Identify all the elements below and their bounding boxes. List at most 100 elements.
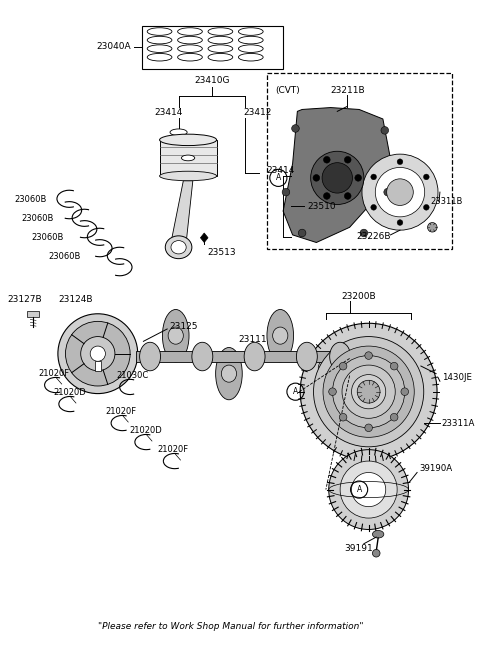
Text: 23124B: 23124B xyxy=(58,295,92,304)
Circle shape xyxy=(58,314,138,394)
Text: "Please refer to Work Shop Manual for further information": "Please refer to Work Shop Manual for fu… xyxy=(98,622,363,631)
Circle shape xyxy=(401,388,408,396)
Circle shape xyxy=(339,363,347,370)
Ellipse shape xyxy=(216,348,242,399)
Ellipse shape xyxy=(159,134,216,146)
Circle shape xyxy=(397,159,403,164)
Ellipse shape xyxy=(239,28,263,35)
Text: 23127B: 23127B xyxy=(8,295,42,304)
Ellipse shape xyxy=(318,359,334,376)
Circle shape xyxy=(300,323,437,460)
Ellipse shape xyxy=(208,53,233,61)
Circle shape xyxy=(390,363,398,370)
Ellipse shape xyxy=(372,530,384,538)
Ellipse shape xyxy=(239,45,263,53)
Ellipse shape xyxy=(178,28,203,35)
Polygon shape xyxy=(283,108,391,242)
Text: 23125: 23125 xyxy=(169,322,198,330)
Ellipse shape xyxy=(170,129,187,135)
Text: 21020F: 21020F xyxy=(157,445,189,454)
Ellipse shape xyxy=(221,365,237,382)
Text: 23412: 23412 xyxy=(243,108,272,117)
Ellipse shape xyxy=(330,342,350,371)
Text: 23510: 23510 xyxy=(307,202,336,211)
Text: 23311A: 23311A xyxy=(442,419,475,428)
Text: 23060B: 23060B xyxy=(31,233,64,242)
Text: 21030C: 21030C xyxy=(117,371,149,380)
Ellipse shape xyxy=(162,309,189,362)
Bar xyxy=(267,74,452,249)
Ellipse shape xyxy=(159,171,216,181)
Text: 39191: 39191 xyxy=(345,544,373,553)
Circle shape xyxy=(360,229,368,237)
Circle shape xyxy=(292,125,299,132)
Text: 23060B: 23060B xyxy=(48,252,81,261)
Circle shape xyxy=(365,351,372,359)
Text: 39190A: 39190A xyxy=(419,464,452,473)
Circle shape xyxy=(423,204,429,210)
Ellipse shape xyxy=(147,53,172,61)
Ellipse shape xyxy=(208,36,233,44)
Circle shape xyxy=(397,219,403,225)
Text: A: A xyxy=(293,387,298,396)
Text: 23414: 23414 xyxy=(266,166,294,175)
Circle shape xyxy=(344,193,351,199)
Circle shape xyxy=(340,461,397,518)
Text: 23060B: 23060B xyxy=(22,214,54,223)
Circle shape xyxy=(313,175,320,181)
Circle shape xyxy=(371,174,376,180)
Circle shape xyxy=(329,449,408,530)
Circle shape xyxy=(357,380,380,403)
Text: 21020D: 21020D xyxy=(129,426,162,435)
Ellipse shape xyxy=(297,342,317,371)
Ellipse shape xyxy=(147,28,172,35)
Circle shape xyxy=(322,163,352,193)
Text: 23226B: 23226B xyxy=(356,233,391,241)
Ellipse shape xyxy=(147,45,172,53)
Circle shape xyxy=(387,179,413,206)
Ellipse shape xyxy=(181,155,195,161)
Text: 1430JE: 1430JE xyxy=(442,373,472,382)
Text: 23111: 23111 xyxy=(239,335,267,344)
Circle shape xyxy=(351,374,386,409)
Bar xyxy=(95,361,101,371)
Ellipse shape xyxy=(208,45,233,53)
Circle shape xyxy=(65,321,130,386)
Ellipse shape xyxy=(178,53,203,61)
Circle shape xyxy=(372,549,380,557)
Circle shape xyxy=(344,156,351,163)
Circle shape xyxy=(423,174,429,180)
Circle shape xyxy=(384,189,391,196)
Text: 21020F: 21020F xyxy=(106,407,136,416)
Circle shape xyxy=(355,175,361,181)
Bar xyxy=(159,140,216,176)
Ellipse shape xyxy=(168,327,183,344)
Circle shape xyxy=(90,346,106,361)
Circle shape xyxy=(428,223,437,232)
Text: A: A xyxy=(357,485,362,494)
Circle shape xyxy=(282,189,290,196)
Circle shape xyxy=(351,472,386,507)
Circle shape xyxy=(339,413,347,421)
Circle shape xyxy=(342,365,395,419)
Ellipse shape xyxy=(244,342,265,371)
Ellipse shape xyxy=(171,240,186,254)
Bar xyxy=(143,26,283,68)
Circle shape xyxy=(329,388,336,396)
Polygon shape xyxy=(171,181,193,242)
Circle shape xyxy=(324,156,330,163)
Ellipse shape xyxy=(312,342,339,394)
Circle shape xyxy=(313,336,424,447)
Text: 23414: 23414 xyxy=(154,108,182,117)
Ellipse shape xyxy=(147,36,172,44)
Bar xyxy=(27,311,39,317)
Ellipse shape xyxy=(192,342,213,371)
Circle shape xyxy=(362,154,438,230)
Ellipse shape xyxy=(165,236,192,259)
Circle shape xyxy=(324,193,330,199)
Text: 23211B: 23211B xyxy=(331,86,365,95)
Ellipse shape xyxy=(267,309,294,362)
Text: 23060B: 23060B xyxy=(14,195,47,204)
Text: 23513: 23513 xyxy=(207,248,236,256)
Text: 21020F: 21020F xyxy=(39,369,70,378)
